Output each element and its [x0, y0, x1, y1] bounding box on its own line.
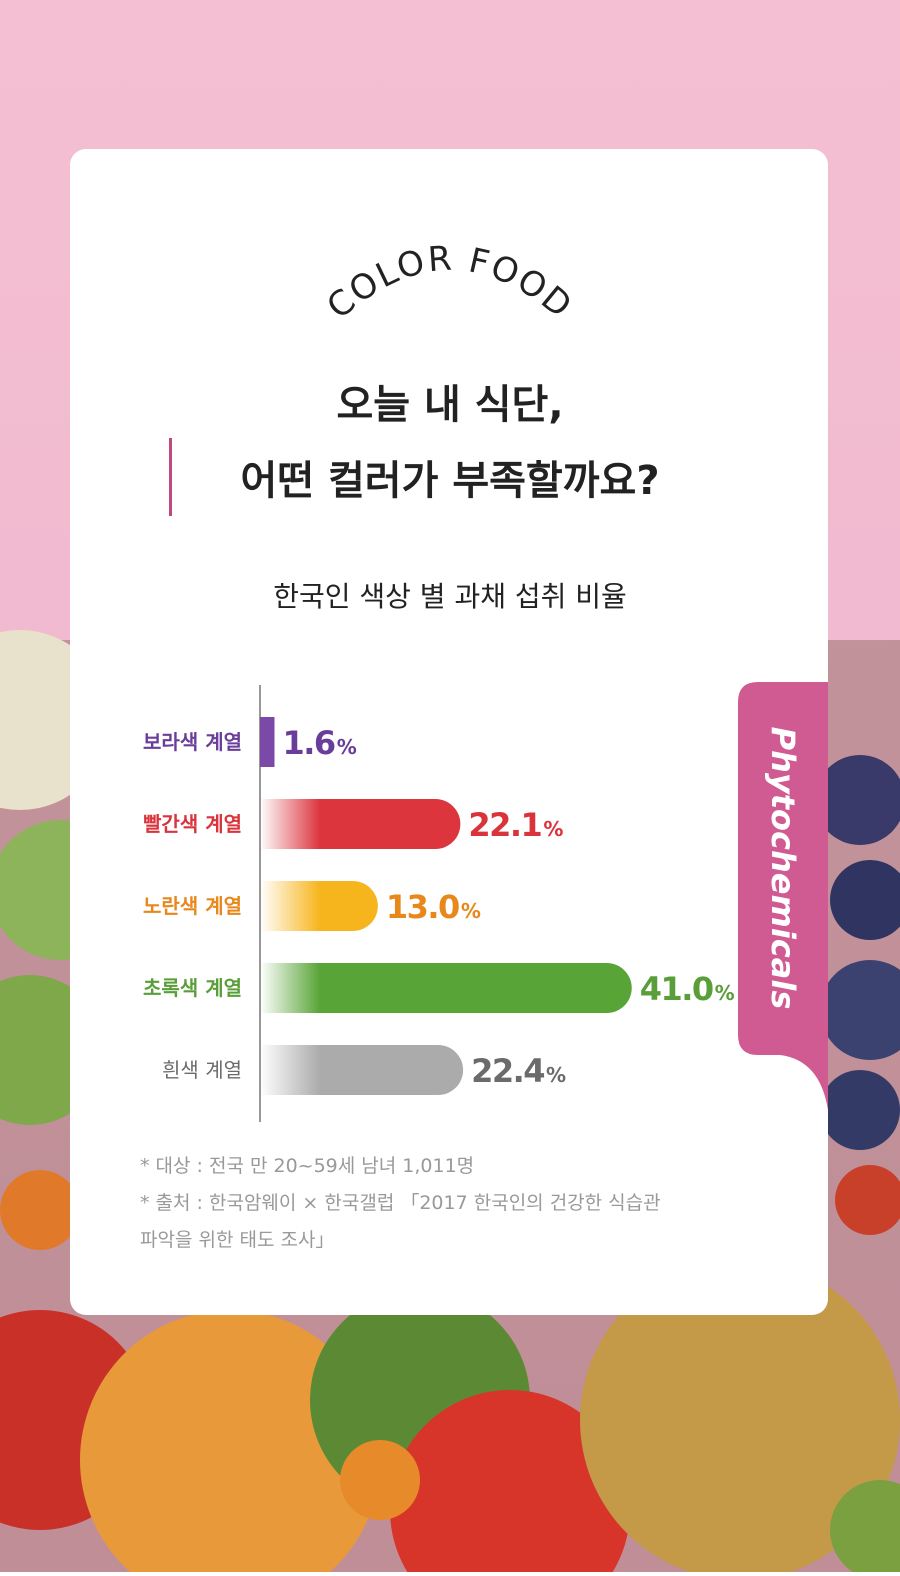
bar — [260, 799, 461, 849]
value-label: 13.0% — [386, 888, 481, 926]
category-label: 흰색 계열 — [162, 1058, 242, 1082]
bar — [260, 963, 632, 1013]
bar — [260, 717, 275, 767]
note: 파악을 위한 태도 조사」 — [140, 1229, 334, 1251]
category-label: 빨간색 계열 — [143, 812, 242, 836]
title-line: 오늘 내 식단, — [336, 382, 563, 428]
value-label: 1.6% — [283, 724, 357, 762]
bar — [260, 1045, 464, 1095]
value-label: 22.1% — [468, 806, 563, 844]
side-tab — [738, 682, 828, 1110]
category-label: 노란색 계열 — [143, 894, 242, 918]
side-label: Phytochemicals — [764, 727, 802, 1010]
value-label: 22.4% — [471, 1052, 566, 1090]
category-label: 보라색 계열 — [143, 730, 242, 754]
note: * 대상 : 전국 만 20~59세 남녀 1,011명 — [140, 1155, 474, 1177]
subtitle: 한국인 색상 별 과채 섭취 비율 — [273, 580, 627, 613]
title-accent — [169, 438, 172, 516]
title-line: 어떤 컬러가 부족할까요? — [240, 458, 659, 504]
category-label: 초록색 계열 — [143, 976, 242, 1000]
bar — [260, 881, 378, 931]
note: * 출처 : 한국암웨이 × 한국갤럽 「2017 한국인의 건강한 식습관 — [140, 1192, 661, 1214]
value-label: 41.0% — [640, 970, 735, 1008]
